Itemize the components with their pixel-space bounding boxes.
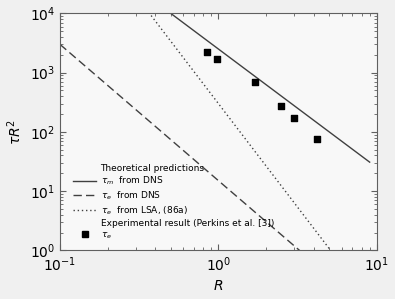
Point <box>314 137 320 142</box>
Point <box>291 116 297 120</box>
Point <box>214 57 220 61</box>
Legend: Theoretical predictions, $\tau_m$  from DNS, $\tau_e$  from DNS, $\tau_e$  from : Theoretical predictions, $\tau_m$ from D… <box>71 161 276 244</box>
X-axis label: $R$: $R$ <box>213 280 224 293</box>
Point <box>252 80 258 84</box>
Point <box>278 104 285 109</box>
Point <box>204 50 211 55</box>
Y-axis label: $\tau R^2$: $\tau R^2$ <box>6 119 24 145</box>
